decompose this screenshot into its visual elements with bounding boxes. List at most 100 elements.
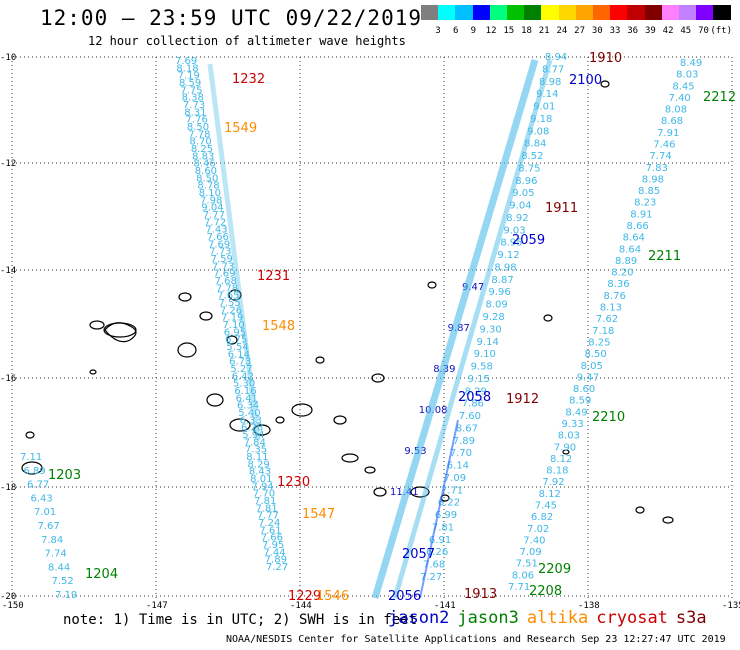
scale-swatch bbox=[679, 5, 697, 20]
wave-height-value: 7.77 bbox=[203, 210, 225, 221]
pass-time-2059: 2059 bbox=[512, 233, 545, 248]
scale-swatch bbox=[593, 5, 611, 20]
scale-label: 9 bbox=[470, 26, 477, 36]
scale-swatch bbox=[438, 5, 457, 20]
wave-height-value: 6.77 bbox=[27, 480, 49, 491]
scale-swatch bbox=[713, 5, 732, 20]
wave-height-value: 7.78 bbox=[216, 283, 238, 294]
wave-height-value: 7.84 bbox=[41, 535, 63, 546]
wave-height-value: 8.98 bbox=[539, 77, 561, 88]
lon-label: -144 bbox=[290, 601, 312, 611]
wave-height-value: 7.74 bbox=[649, 151, 671, 162]
wave-height-value: 7.70 bbox=[253, 489, 275, 500]
scale-label: 36 bbox=[627, 26, 639, 36]
wave-height-value: 8.09 bbox=[485, 300, 507, 311]
lon-label: -141 bbox=[434, 601, 456, 611]
wave-height-value: 9.08 bbox=[527, 126, 549, 137]
island-outlines bbox=[21, 80, 674, 524]
map-subtitle: 12 hour collection of altimeter wave hei… bbox=[88, 34, 406, 48]
wave-height-value: 7.46 bbox=[653, 140, 675, 151]
wave-height-value: 5.27 bbox=[230, 364, 252, 375]
wave-height-value: 8.49 bbox=[680, 58, 702, 69]
wave-height-value: 7.69 bbox=[175, 56, 197, 67]
pass-time-1231: 1231 bbox=[257, 269, 290, 284]
wave-height-value: 8.94 bbox=[545, 52, 567, 63]
wave-height-value: 7.75 bbox=[180, 85, 202, 96]
wave-height-value: 6.91 bbox=[429, 535, 451, 546]
scale-swatch bbox=[661, 5, 680, 20]
wave-height-value: 7.11 bbox=[20, 452, 42, 463]
wave-height-value: 8.43 bbox=[249, 467, 271, 478]
wave-height-value: 6.34 bbox=[237, 401, 259, 412]
pass-time-1232: 1232 bbox=[232, 72, 265, 87]
wave-height-value: 6.95 bbox=[224, 327, 246, 338]
wave-height-value: 7.98 bbox=[200, 195, 222, 206]
wave-height-value: 8.44 bbox=[48, 562, 70, 573]
wave-height-value: 6.28 bbox=[241, 423, 263, 434]
wave-height-value: 6.75 bbox=[225, 335, 247, 346]
scale-swatch bbox=[696, 5, 715, 20]
wave-height-value: 7.77 bbox=[257, 511, 279, 522]
wave-height-value: 8.87 bbox=[491, 275, 513, 286]
wave-height-value: 7.52 bbox=[52, 576, 74, 587]
wave-height-value: 8.31 bbox=[184, 107, 206, 118]
scale-label: 6 bbox=[452, 26, 459, 36]
pass-time-2100: 2100 bbox=[569, 73, 602, 88]
wave-height-value: 9.47 bbox=[462, 282, 484, 293]
wave-height-value: 6.16 bbox=[234, 386, 256, 397]
wave-height-value: 8.66 bbox=[626, 221, 648, 232]
lat-label: -16 bbox=[0, 374, 17, 384]
wave-height-value: 7.02 bbox=[527, 524, 549, 535]
wave-height-value: 7.67 bbox=[38, 521, 60, 532]
wave-height-value: 8.77 bbox=[542, 64, 564, 75]
wave-height-value: 9.28 bbox=[483, 312, 505, 323]
wave-height-value: 7.73 bbox=[183, 100, 205, 111]
wave-height-value: 9.04 bbox=[201, 203, 223, 214]
scale-label: 27 bbox=[574, 26, 586, 36]
scale-label: 21 bbox=[538, 26, 550, 36]
scale-label: 39 bbox=[644, 26, 656, 36]
scale-label: 15 bbox=[503, 26, 515, 36]
wave-height-value: 7.92 bbox=[542, 477, 564, 488]
wave-height-value: 7.66 bbox=[261, 533, 283, 544]
wave-height-value: 8.18 bbox=[546, 466, 568, 477]
wave-height-value: 6.73 bbox=[229, 357, 251, 368]
lat-label: -10 bbox=[0, 53, 17, 63]
legend-cryosat: cryosat bbox=[596, 608, 668, 628]
wave-height-value: 7.62 bbox=[596, 314, 618, 325]
wave-height-value: 7.69 bbox=[208, 239, 230, 250]
wave-height-value: 7.19 bbox=[55, 590, 77, 601]
wave-height-value: 8.45 bbox=[672, 81, 694, 92]
wave-height-value: 7.73 bbox=[212, 261, 234, 272]
scale-swatch bbox=[558, 5, 577, 20]
pass-time-2210: 2210 bbox=[592, 410, 625, 425]
wave-height-value: 9.01 bbox=[533, 102, 555, 113]
legend-jason3: jason3 bbox=[457, 608, 519, 628]
pass-time-2058: 2058 bbox=[458, 390, 491, 405]
legend-altika: altika bbox=[526, 608, 589, 628]
wave-height-value: 7.68 bbox=[215, 276, 237, 287]
wave-height-value: 9.14 bbox=[477, 337, 499, 348]
scale-swatch bbox=[524, 5, 543, 20]
pass-time-1913: 1913 bbox=[464, 587, 497, 602]
lat-label: -14 bbox=[0, 266, 17, 276]
wave-height-value: 7.90 bbox=[554, 442, 576, 453]
wave-height-value: 9.04 bbox=[509, 201, 531, 212]
wave-height-value: 8.03 bbox=[676, 70, 698, 81]
wave-height-value: 8.52 bbox=[521, 151, 543, 162]
wave-height-value: 8.95 bbox=[500, 238, 522, 249]
wave-height-value: 7.66 bbox=[207, 232, 229, 243]
wave-height-value: 8.03 bbox=[558, 431, 580, 442]
wave-height-value: 7.76 bbox=[186, 115, 208, 126]
wave-height-value: 7.72 bbox=[204, 217, 226, 228]
wave-height-value: 7.65 bbox=[217, 291, 239, 302]
wave-height-value: 8.84 bbox=[524, 139, 546, 150]
wave-height-value: 8.13 bbox=[600, 303, 622, 314]
wave-height-value: 7.91 bbox=[657, 128, 679, 139]
wave-height-value: 7.78 bbox=[188, 129, 210, 140]
wave-height-value: 8.05 bbox=[581, 361, 603, 372]
wave-height-value: 8.98 bbox=[642, 174, 664, 185]
wave-height-value: 8.96 bbox=[515, 176, 537, 187]
wave-height-value: 8.68 bbox=[661, 116, 683, 127]
scale-label: 70 bbox=[698, 26, 709, 36]
